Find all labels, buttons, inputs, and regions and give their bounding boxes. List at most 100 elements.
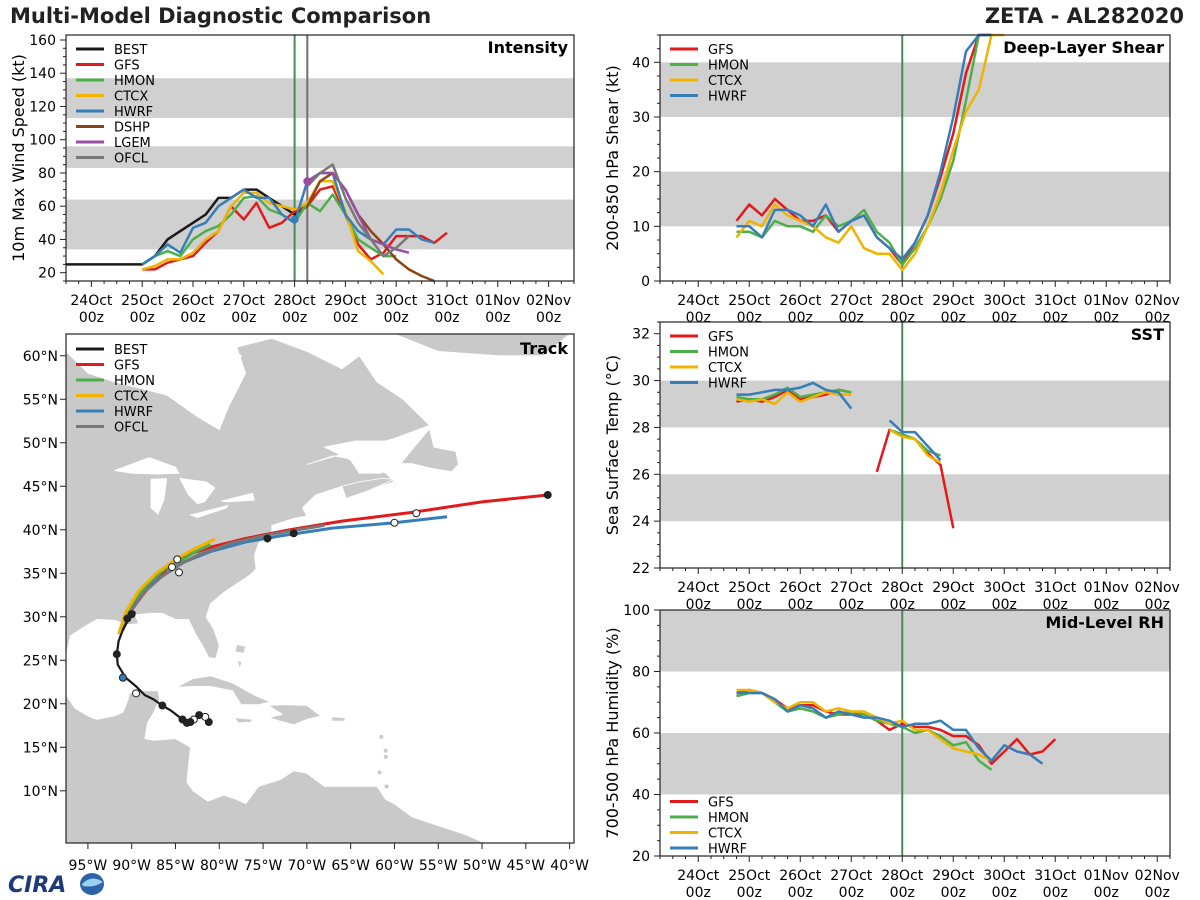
sst-ytick-label: 32 (632, 327, 650, 343)
rh-ytick-label: 100 (623, 603, 650, 619)
rh-xtick-hour: 00z (1094, 885, 1119, 900)
sst-xtick-day: 30Oct (983, 580, 1026, 596)
sst-band (660, 474, 1170, 522)
track-legend-label-ctcx: CTCX (114, 390, 148, 405)
track-ytick-label: 60°N (23, 349, 58, 365)
intensity-xtick-day: 24Oct (70, 293, 113, 309)
intensity-legend-label-gfs: GFS (114, 59, 140, 74)
landmass-nova-scotia (341, 477, 395, 499)
intensity-series-hwrf (141, 171, 435, 266)
sst-xtick-hour: 00z (941, 597, 966, 613)
shear-ytick-label: 40 (632, 55, 650, 71)
shear-xtick-day: 25Oct (728, 293, 771, 309)
track-panel: 95°W 90°W 85°W 80°W 75°W 70°W 65°W 60°W 55°W 50°W… (23, 333, 589, 874)
track-legend-label-ofcl: OFCL (114, 421, 149, 436)
sst-xtick-day: 26Oct (779, 580, 822, 596)
landmass-cuba (176, 675, 272, 706)
landmass-hispaniola (266, 704, 322, 726)
intensity-xtick-hour: 00z (536, 310, 561, 326)
track-ytick-label: 30°N (23, 610, 58, 626)
sst-ytick-label: 30 (632, 374, 650, 390)
sst-series-hwrf (736, 381, 853, 410)
intensity-xtick-day: 02Nov (526, 293, 571, 309)
rh-xtick-hour: 00z (992, 885, 1017, 900)
sst-xtick-day: 31Oct (1034, 580, 1077, 596)
landmass-north-america (66, 337, 486, 843)
track-point-best (195, 711, 204, 720)
sst-title: SST (1131, 325, 1164, 344)
intensity-xtick-hour: 00z (130, 310, 155, 326)
sst-legend-label-gfs: GFS (708, 330, 734, 345)
track-point-gfs (412, 509, 421, 518)
rh-xtick-day: 28Oct (881, 868, 924, 884)
landmass-antilles-island (383, 754, 388, 759)
track-ytick-label: 35°N (23, 566, 58, 582)
rh-xtick-day: 26Oct (779, 868, 822, 884)
intensity-ytick-label: 140 (29, 66, 56, 82)
track-xtick-label: 70°W (288, 858, 327, 874)
track-point-ofcl (174, 568, 183, 577)
intensity-legend-label-ctcx: CTCX (114, 90, 148, 105)
water-gulf-st-lawrence (323, 440, 400, 474)
track-ytick-label: 25°N (23, 653, 58, 669)
track-point-best (178, 715, 187, 724)
rh-ytick-label: 20 (632, 849, 650, 865)
sst-xtick-hour: 00z (839, 597, 864, 613)
page-title: Multi-Model Diagnostic Comparison (10, 4, 432, 28)
track-point-best (127, 610, 136, 619)
intensity-xtick-hour: 00z (333, 310, 358, 326)
rh-legend-label-ctcx: CTCX (708, 827, 742, 842)
intensity-band (66, 146, 574, 168)
track-point-ofcl (167, 563, 176, 572)
shear-legend-label-ctcx: CTCX (708, 74, 742, 89)
intensity-legend-label-hwrf: HWRF (114, 105, 153, 120)
intensity-legend-label-best: BEST (114, 43, 147, 58)
rh-ylabel: 700-500 hPa Humidity (%) (603, 627, 622, 838)
track-xtick-label: 40°W (550, 858, 589, 874)
landmass-andros (237, 659, 243, 671)
sst-series-ctcx (736, 391, 852, 406)
water-lake-erie (189, 504, 229, 519)
track-xtick-label: 55°W (419, 858, 458, 874)
track-ytick-label: 40°N (23, 523, 58, 539)
intensity-ytick-label: 120 (29, 99, 56, 115)
shear-band (660, 62, 1170, 117)
intensity-xtick-hour: 00z (384, 310, 409, 326)
shear-xtick-day: 26Oct (779, 293, 822, 309)
intensity-ytick-label: 80 (38, 166, 56, 182)
shear-legend-label-hwrf: HWRF (708, 90, 747, 105)
intensity-band (66, 199, 574, 250)
sst-xtick-hour: 00z (686, 597, 711, 613)
track-ytick-label: 10°N (23, 784, 58, 800)
sst-xtick-day: 27Oct (830, 580, 873, 596)
intensity-xtick-day: 26Oct (172, 293, 215, 309)
sst-legend-label-hwrf: HWRF (708, 377, 747, 392)
sst-xtick-hour: 00z (1145, 597, 1170, 613)
shear-title: Deep-Layer Shear (1003, 38, 1164, 57)
landmass-antilles-island (377, 770, 382, 775)
intensity-series-gfs (142, 185, 448, 271)
track-frame (65, 333, 575, 844)
track-ytick-label: 45°N (23, 479, 58, 495)
track-legend-label-gfs: GFS (114, 359, 140, 374)
shear-ytick-label: 0 (641, 274, 650, 290)
landmass-antilles-island (384, 784, 389, 789)
rh-title: Mid-Level RH (1045, 613, 1164, 632)
intensity-series-ofcl (306, 163, 410, 258)
rh-xtick-hour: 00z (941, 885, 966, 900)
rh-legend-label-hmon: HMON (708, 811, 749, 826)
sst-xtick-hour: 00z (788, 597, 813, 613)
rh-ytick-label: 60 (632, 726, 650, 742)
rh-xtick-day: 30Oct (983, 868, 1026, 884)
intensity-xtick-hour: 00z (180, 310, 205, 326)
rh-xtick-day: 31Oct (1034, 868, 1077, 884)
track-xtick-label: 50°W (463, 858, 502, 874)
rh-legend-label-gfs: GFS (708, 796, 734, 811)
sst-xtick-day: 29Oct (932, 580, 975, 596)
intensity-marker-hwrf (290, 215, 299, 224)
intensity-xtick-day: 31Oct (426, 293, 469, 309)
sst-legend-label-ctcx: CTCX (708, 361, 742, 376)
sst-xtick-hour: 00z (1043, 597, 1068, 613)
track-ytick-label: 20°N (23, 697, 58, 713)
water-lake-superior (114, 457, 180, 475)
